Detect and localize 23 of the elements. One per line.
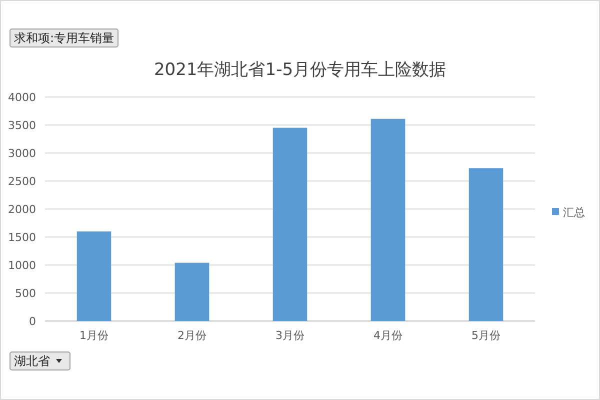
bar [272, 128, 308, 321]
x-tick-label: 1月份 [80, 329, 108, 342]
text: 求和项:专用车销量 [14, 31, 114, 45]
y-tick-label: 1000 [8, 259, 36, 272]
bar [174, 262, 210, 321]
y-tick-label: 3000 [8, 147, 36, 160]
bar [76, 231, 112, 321]
y-tick-label: 2000 [8, 203, 36, 216]
legend-label: 汇总 [563, 206, 585, 219]
y-tick-label: 0 [29, 315, 36, 328]
x-tick-label: 2月份 [178, 329, 206, 342]
bar [370, 118, 406, 321]
text: 湖北省 [14, 354, 50, 368]
y-tick-label: 2500 [8, 175, 36, 188]
x-tick-label: 4月份 [374, 329, 402, 342]
y-tick-label: 4000 [8, 91, 36, 104]
y-tick-label: 3500 [8, 119, 36, 132]
y-tick-label: 500 [15, 287, 36, 300]
chart-title: 2021年湖北省1-5月份专用车上险数据 [154, 60, 446, 80]
x-tick-label: 5月份 [472, 329, 500, 342]
bar [468, 168, 504, 321]
x-tick-label: 3月份 [276, 329, 304, 342]
y-tick-label: 1500 [8, 231, 36, 244]
